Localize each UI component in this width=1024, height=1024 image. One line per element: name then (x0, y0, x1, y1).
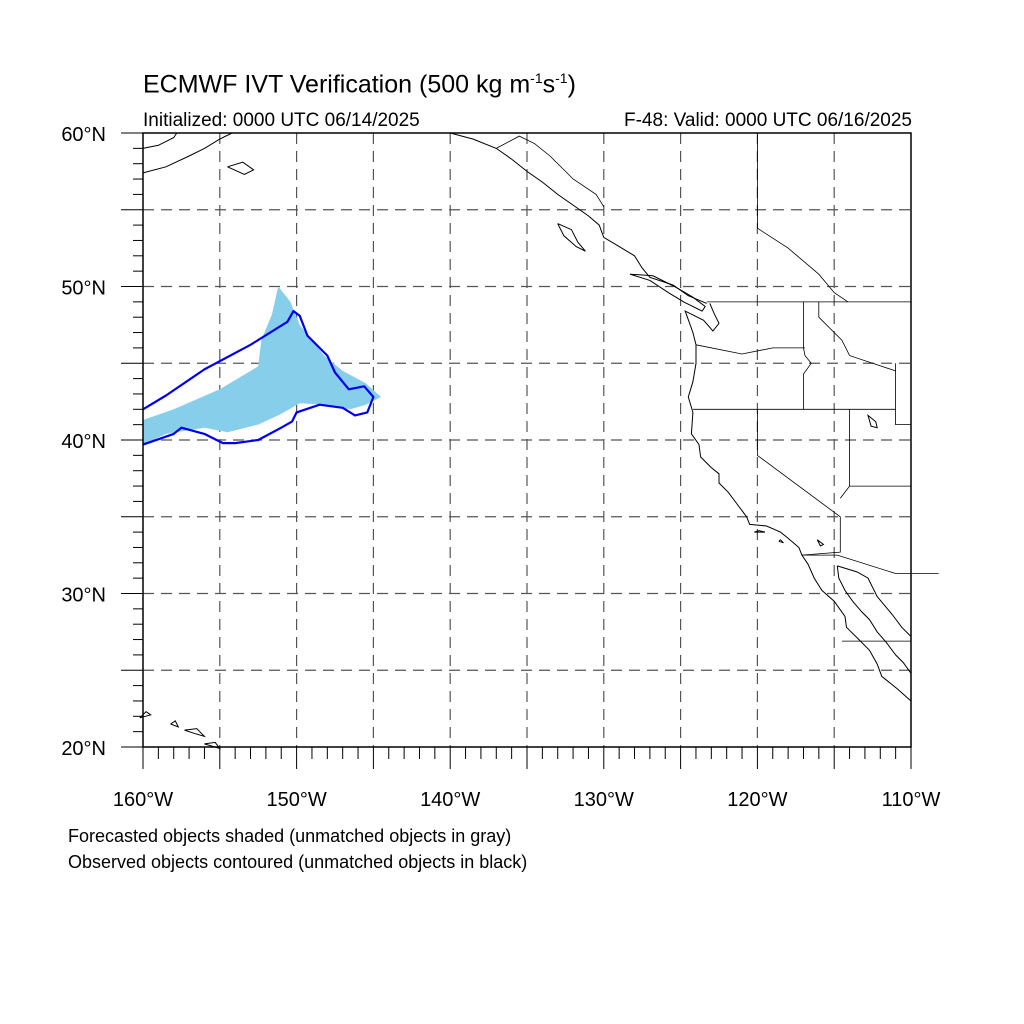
coastline (557, 223, 586, 252)
lon-tick-label: 160°W (113, 789, 173, 811)
lon-tick-label: 130°W (574, 789, 634, 811)
initialized-time: Initialized: 0000 UTC 06/14/2025 (143, 110, 420, 131)
coastline (139, 711, 152, 719)
coastline (142, 132, 178, 149)
political-border (695, 344, 805, 355)
coastline (684, 303, 912, 702)
coastline (227, 161, 255, 175)
political-border (895, 363, 911, 426)
lon-tick-label: 110°W (882, 789, 941, 811)
title-superscript-1: -1 (530, 70, 543, 86)
lat-tick-label: 60°N (61, 124, 106, 146)
lake-outline (867, 414, 878, 429)
observed-legend-note: Observed objects contoured (unmatched ob… (68, 852, 528, 872)
observed-objects (142, 310, 375, 446)
lat-tick-label: 50°N (61, 278, 106, 300)
title-main: ECMWF IVT Verification (500 kg m (143, 70, 531, 99)
observed-object-contour (142, 310, 375, 446)
political-border (803, 301, 812, 410)
political-border (757, 409, 841, 518)
political-border (801, 516, 841, 556)
political-border (757, 133, 849, 303)
coastline (184, 728, 207, 738)
lon-tick-label: 150°W (266, 789, 326, 811)
political-border (801, 554, 939, 574)
forecast-objects (143, 286, 382, 445)
coastline (450, 132, 707, 304)
lat-tick-label: 20°N (61, 738, 106, 760)
political-border (839, 409, 850, 499)
political-border (818, 301, 896, 372)
title-mid: s (542, 70, 556, 99)
coastline (837, 565, 912, 637)
title-superscript-2: -1 (555, 70, 568, 86)
coastline (170, 720, 180, 728)
forecast-legend-note: Forecasted objects shaded (unmatched obj… (68, 826, 512, 846)
title-end: ) (567, 70, 576, 99)
coastlines-and-borders (139, 132, 939, 750)
political-border (496, 135, 605, 207)
lat-tick-label: 30°N (61, 585, 106, 607)
map-frame (121, 132, 912, 769)
coastline (204, 741, 222, 750)
lat-tick-label: 40°N (61, 431, 106, 453)
coastline (629, 273, 706, 312)
forecast-object-shade (143, 286, 382, 445)
coastline (778, 539, 784, 544)
coastline (836, 565, 912, 674)
coastline (754, 530, 766, 533)
axis-labels: 160°W 150°W 140°W 130°W 120°W 110°W 20°N 30°N 40… (61, 124, 940, 811)
lon-tick-label: 140°W (420, 789, 480, 811)
valid-time: F-48: Valid: 0000 UTC 06/16/2025 (624, 110, 912, 131)
lake-outline (816, 539, 825, 547)
coastline (142, 132, 233, 174)
lon-tick-label: 120°W (727, 789, 787, 811)
map-title: ECMWF IVT Verification (500 kg m-1s-1) (143, 70, 576, 99)
